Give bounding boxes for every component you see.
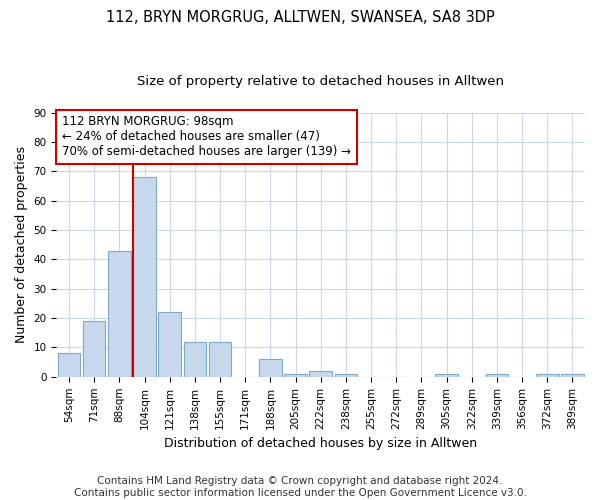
X-axis label: Distribution of detached houses by size in Alltwen: Distribution of detached houses by size …	[164, 437, 477, 450]
Bar	[485, 374, 508, 377]
Bar	[259, 359, 281, 377]
Bar	[83, 321, 106, 377]
Text: 112, BRYN MORGRUG, ALLTWEN, SWANSEA, SA8 3DP: 112, BRYN MORGRUG, ALLTWEN, SWANSEA, SA8…	[106, 10, 494, 25]
Text: 112 BRYN MORGRUG: 98sqm
← 24% of detached houses are smaller (47)
70% of semi-de: 112 BRYN MORGRUG: 98sqm ← 24% of detache…	[62, 116, 350, 158]
Y-axis label: Number of detached properties: Number of detached properties	[15, 146, 28, 344]
Bar	[536, 374, 559, 377]
Text: Contains HM Land Registry data © Crown copyright and database right 2024.
Contai: Contains HM Land Registry data © Crown c…	[74, 476, 526, 498]
Bar	[561, 374, 584, 377]
Bar	[435, 374, 458, 377]
Bar	[310, 371, 332, 377]
Title: Size of property relative to detached houses in Alltwen: Size of property relative to detached ho…	[137, 75, 504, 88]
Bar	[284, 374, 307, 377]
Bar	[133, 178, 156, 377]
Bar	[335, 374, 357, 377]
Bar	[209, 342, 232, 377]
Bar	[58, 354, 80, 377]
Bar	[108, 250, 131, 377]
Bar	[158, 312, 181, 377]
Bar	[184, 342, 206, 377]
